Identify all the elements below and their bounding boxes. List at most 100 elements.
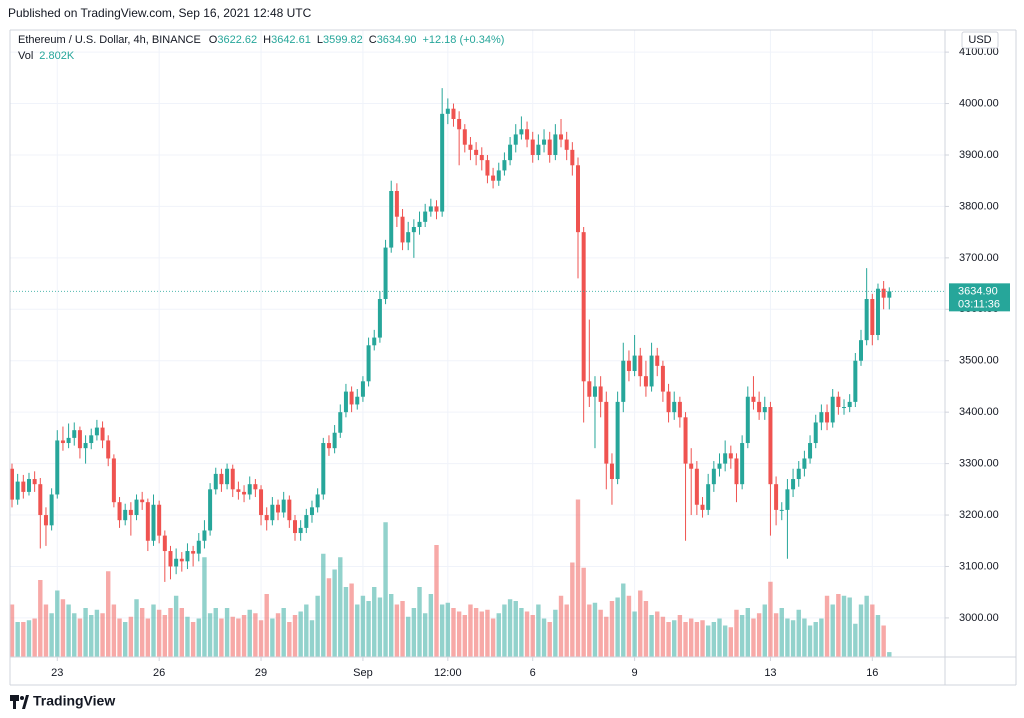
volume-bar [292,615,298,657]
legend-volume: Vol 2.802K [18,50,75,62]
volume-bar [768,581,773,657]
candle-body [451,108,456,119]
volume-bar [609,601,615,657]
volume-bar [360,595,366,657]
candle-body [389,190,394,248]
volume-bar [660,616,666,657]
x-tick-label: 9 [632,667,638,679]
candle-body [592,386,597,397]
volume-bar [830,604,835,657]
candle-body [513,134,518,145]
volume-bar [332,569,337,657]
candle-body [445,108,450,114]
candle-body [394,190,399,217]
candle-body [77,430,82,449]
volume-bar [507,599,513,657]
volume-bar [536,604,541,657]
candle-body [638,355,643,377]
candle-body [700,504,705,510]
candle-body [338,412,343,433]
candle-body [496,170,501,181]
volume-bar [55,590,60,657]
y-tick-label: 4100.00 [959,46,999,58]
volume-bar [338,557,343,657]
candle-body [734,458,739,485]
candle-body [762,407,767,413]
candle-body [208,489,213,531]
candle-body [304,515,309,528]
volume-bar [881,625,886,657]
candle-body [55,440,60,495]
candle-body [366,345,371,382]
volume-bar [190,622,196,657]
candle-body [677,401,682,418]
volume-bar [570,562,575,657]
candle-body [259,489,264,516]
volume-bar [807,625,813,657]
candle-body [830,396,835,423]
volume-bar [598,609,603,657]
volume-bar [264,594,269,657]
volume-bar [875,615,881,657]
volume-bar [683,622,688,657]
candle-body [309,507,314,516]
candle-body [474,149,479,155]
candle-body [247,484,252,495]
volume-bar [224,608,230,657]
candle-body [196,540,201,554]
volume-bar [377,597,383,657]
candle-body [202,530,207,541]
volume-bar [343,587,349,657]
volume-bar [462,615,467,657]
candle-body [813,422,818,444]
candle-body [281,499,286,513]
volume-bar [615,597,620,657]
y-tick-label: 4000.00 [959,97,999,109]
candle-body [15,481,20,500]
candle-body [60,440,65,444]
volume-bar [117,618,122,657]
volume-bar [411,608,417,657]
y-tick-label: 3200.00 [959,509,999,521]
volume-bar [870,604,875,657]
candle-body [689,463,694,469]
volume-bar [275,613,281,657]
volume-bar [15,622,20,657]
candle-body [298,527,303,534]
close-value: 3634.90 [377,34,417,46]
volume-bar [734,609,739,657]
candle-body [598,386,603,402]
volume-bar [485,609,490,657]
candle-body [94,427,99,436]
candle-body [111,458,116,503]
candle-body [26,479,31,492]
candle-body [423,211,428,222]
candle-body [559,134,564,140]
volume-bar [592,602,598,657]
candle-body [468,144,473,150]
price-pane [10,88,945,582]
volume-bar [490,618,496,657]
candle-body [174,558,179,567]
candle-body [349,391,354,405]
volume-bar [439,604,445,657]
candle-body [621,360,626,402]
candle-body [842,407,847,409]
volume-bar [321,553,326,657]
volume-bar [298,611,303,657]
volume-bar [700,620,705,657]
volume-bar [309,620,315,657]
candle-body [66,437,71,444]
candle-body [225,468,230,485]
volume-bar [66,604,71,657]
candle-body [485,160,490,176]
candle-body [440,113,445,212]
volume-bar [145,618,151,657]
candle-body [768,407,773,485]
volume-bar [751,618,756,657]
volume-bar [813,622,818,657]
volume-bar [21,622,26,657]
volume-bar [773,613,779,657]
candle-body [123,509,128,521]
volume-bar [100,613,105,657]
